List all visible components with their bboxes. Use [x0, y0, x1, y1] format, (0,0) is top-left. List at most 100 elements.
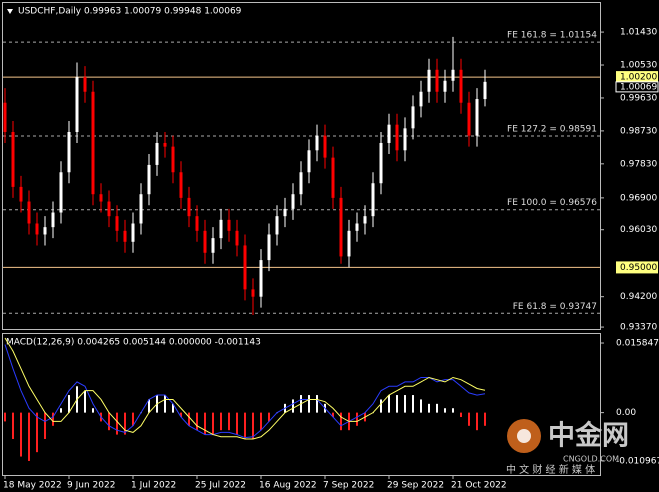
histogram-bar — [68, 395, 70, 413]
y-tick-label: 0.93370 — [620, 323, 657, 333]
macd-line — [4, 337, 486, 440]
candle-body — [419, 91, 423, 107]
y-tick-label: 0.99630 — [620, 93, 657, 103]
x-tick-label: 7 Sep 2022 — [323, 481, 374, 491]
candle-body — [251, 289, 255, 297]
histogram-bar — [396, 395, 398, 413]
histogram-bar — [332, 412, 334, 418]
histogram-bar — [4, 412, 6, 422]
candle-body — [387, 124, 391, 143]
histogram-bar — [252, 412, 254, 439]
candle-body — [139, 194, 143, 224]
candle-body — [339, 197, 343, 257]
candle-body — [427, 69, 431, 92]
candle-body — [331, 157, 335, 198]
candle-body — [459, 69, 463, 103]
level-tag — [616, 261, 658, 274]
candle-body — [355, 223, 359, 231]
histogram-bar — [388, 395, 390, 413]
histogram-bar — [124, 412, 126, 435]
y-tick-label: 0.97830 — [620, 159, 657, 169]
candle-body — [379, 142, 383, 184]
histogram-bar — [404, 395, 406, 413]
fibo-label: FE 100.0 = 0.96576 — [507, 198, 597, 208]
histogram-bar — [188, 412, 190, 426]
watermark-site: CNGOLD.COM — [563, 455, 619, 464]
histogram-bar — [468, 412, 470, 426]
fibo-label: FE 161.8 = 1.01154 — [507, 31, 597, 41]
y-tick-label: -0.010967 — [616, 456, 659, 466]
histogram-bar — [444, 408, 446, 413]
candle-body — [107, 201, 111, 217]
histogram-bar — [244, 412, 246, 439]
x-tick-label: 29 Sep 2022 — [387, 481, 444, 491]
candle-body — [483, 81, 487, 100]
histogram-bar — [268, 412, 270, 422]
candle-body — [179, 172, 183, 198]
histogram-bar — [260, 412, 262, 431]
histogram-bar — [452, 408, 454, 413]
candle-body — [147, 164, 151, 195]
candle-body — [243, 245, 247, 290]
fibo-label: FE 61.8 = 0.93747 — [513, 302, 597, 312]
y-tick-label: 0.00 — [616, 408, 636, 418]
histogram-bar — [60, 408, 62, 413]
candle-body — [291, 194, 295, 209]
candle-body — [235, 230, 239, 246]
histogram-bar — [116, 412, 118, 435]
candle-body — [347, 230, 351, 257]
x-tick-label: 16 Aug 2022 — [259, 481, 317, 491]
histogram-bar — [180, 412, 182, 418]
candle-body — [171, 146, 175, 173]
candle-body — [443, 80, 447, 92]
histogram-bar — [436, 403, 438, 413]
candle-body — [19, 186, 23, 202]
histogram-bar — [52, 412, 54, 426]
candle-body — [27, 201, 31, 224]
histogram-bar — [12, 412, 14, 439]
candle-body — [403, 128, 407, 151]
x-tick-label: 25 Jul 2022 — [195, 481, 246, 491]
candle-body — [83, 77, 87, 92]
watermark-name: 中金网 — [548, 420, 629, 452]
candle-body — [411, 106, 415, 129]
histogram-bar — [220, 412, 222, 431]
candle-body — [451, 69, 455, 81]
price-panel — [2, 2, 601, 330]
histogram-bar — [380, 399, 382, 413]
y-tick-label: 0.94200 — [620, 292, 657, 302]
histogram-bar — [356, 412, 358, 426]
candle-body — [67, 131, 71, 173]
candle-body — [203, 230, 207, 253]
candle-body — [435, 69, 439, 92]
macd-title: MACD(12,26,9) 0.004265 0.005144 0.000000… — [6, 338, 261, 348]
candle-body — [131, 223, 135, 242]
chart-title: USDCHF,Daily 0.99963 1.00079 0.99948 1.0… — [18, 7, 242, 17]
candle-body — [115, 216, 119, 231]
candle-body — [307, 150, 311, 173]
candle-body — [283, 208, 287, 217]
histogram-bar — [212, 412, 214, 435]
candle-body — [75, 77, 79, 132]
candle-body — [91, 91, 95, 195]
histogram-bar — [292, 399, 294, 413]
candle-body — [259, 260, 263, 297]
candle-body — [299, 172, 303, 195]
candle-body — [267, 234, 271, 261]
histogram-bar — [460, 412, 462, 418]
histogram-bar — [20, 412, 22, 457]
candle-body — [155, 142, 159, 165]
y-tick-label: 0.015847 — [616, 339, 659, 349]
histogram-bar — [196, 412, 198, 431]
candle-body — [11, 131, 15, 187]
histogram-bar — [28, 412, 30, 461]
candle-body — [363, 216, 367, 224]
histogram-bar — [44, 412, 46, 439]
histogram-bar — [108, 412, 110, 431]
histogram-bar — [428, 403, 430, 413]
histogram-bar — [340, 412, 342, 431]
logo-inner — [517, 429, 531, 443]
x-tick-label: 1 Jul 2022 — [131, 481, 176, 491]
